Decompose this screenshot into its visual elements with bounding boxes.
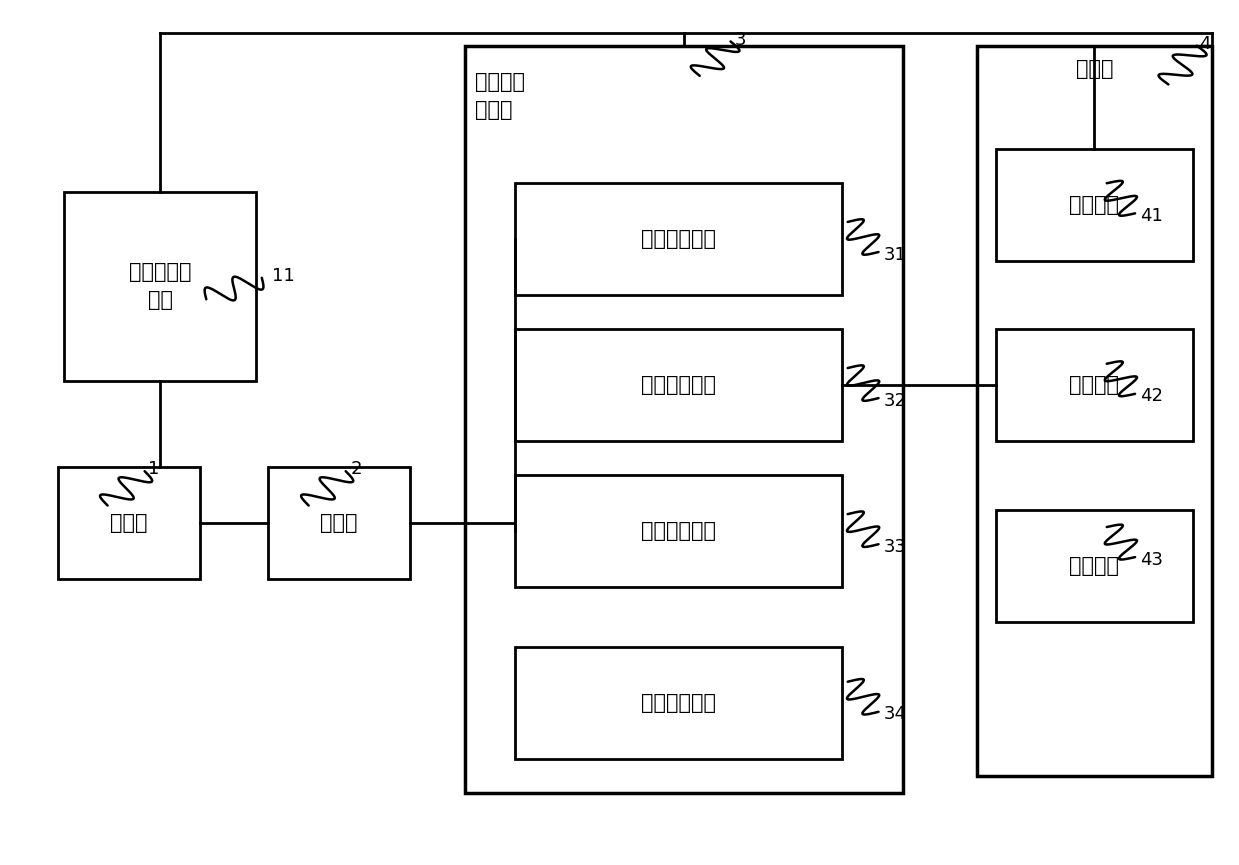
Text: 显微镜: 显微镜 (320, 513, 358, 533)
Bar (514, 330, 841, 441)
Text: 42: 42 (1140, 388, 1163, 406)
Text: 3: 3 (735, 31, 746, 48)
Text: 逻辑控制单元: 逻辑控制单元 (641, 693, 716, 714)
Bar (64, 192, 255, 381)
Text: 33: 33 (883, 538, 907, 556)
Bar (514, 647, 841, 759)
Text: 1: 1 (149, 460, 160, 478)
Text: 34: 34 (883, 705, 907, 723)
Bar (268, 467, 410, 579)
Bar (996, 330, 1193, 441)
Text: 移动端: 移动端 (1075, 59, 1113, 79)
Text: 标识码显示
装置: 标识码显示 装置 (129, 262, 191, 311)
Text: 32: 32 (883, 392, 907, 410)
Text: 图像采集单元: 图像采集单元 (641, 229, 716, 249)
Text: 31: 31 (883, 246, 907, 264)
Text: 自动对焦单元: 自动对焦单元 (641, 522, 716, 541)
Bar (58, 467, 201, 579)
Bar (996, 149, 1193, 260)
Text: 43: 43 (1140, 551, 1163, 568)
Bar (514, 183, 841, 295)
Text: 41: 41 (1140, 207, 1163, 225)
Bar (996, 509, 1193, 622)
Text: 解码单元: 解码单元 (1069, 195, 1119, 215)
Bar (466, 46, 903, 793)
Bar (978, 46, 1212, 776)
Text: 图像处理单元: 图像处理单元 (641, 375, 716, 395)
Text: 试剂盒: 试剂盒 (110, 513, 147, 533)
Text: 传输单元: 传输单元 (1069, 555, 1119, 576)
Bar (514, 476, 841, 587)
Text: 11: 11 (271, 267, 295, 285)
Text: 资料管理
工作站: 资料管理 工作站 (476, 72, 525, 119)
Text: 2: 2 (351, 460, 362, 478)
Text: 4: 4 (1199, 35, 1211, 53)
Text: 匹配单元: 匹配单元 (1069, 375, 1119, 395)
